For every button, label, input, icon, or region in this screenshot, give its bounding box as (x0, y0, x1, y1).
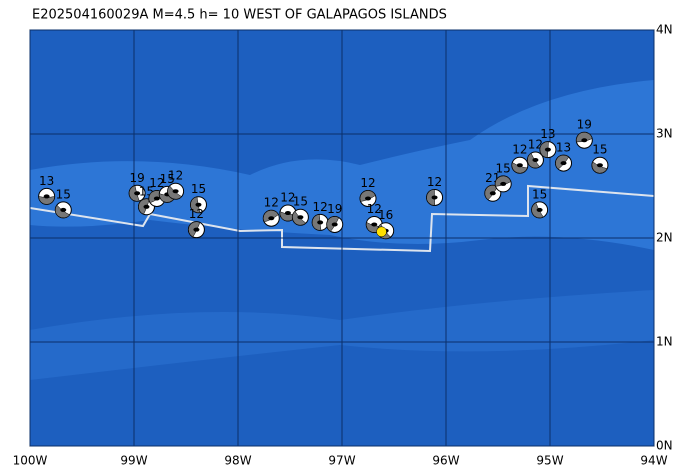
beachball-core (153, 196, 160, 201)
beachball-core (516, 163, 523, 168)
beachball-core (143, 204, 150, 209)
depth-label: 12 (528, 138, 543, 152)
beachball-compression (576, 132, 593, 143)
beachball-core (560, 161, 567, 166)
y-tick-label: 1N (656, 335, 673, 349)
focal-mechanism (494, 175, 512, 193)
depth-label: 12 (427, 175, 442, 189)
focal-mechanism (189, 196, 207, 214)
beachball-compression (494, 175, 512, 187)
depth-label: 12 (168, 169, 183, 183)
beachball-core (60, 207, 67, 212)
beachball-core (195, 202, 202, 207)
depth-label: 15 (496, 161, 511, 175)
focal-mechanism (54, 201, 72, 219)
y-tick-label: 0N (656, 439, 673, 453)
x-tick-label: 100W (13, 454, 48, 468)
depth-label: 16 (378, 208, 393, 222)
y-tick-label: 4N (656, 23, 673, 37)
depth-label: 19 (327, 202, 342, 216)
depth-label: 12 (512, 143, 527, 157)
depth-label: 13 (556, 141, 571, 155)
depth-label: 19 (577, 118, 592, 132)
beachball-core (172, 189, 179, 194)
beachball-core (431, 195, 438, 200)
focal-mechanism (426, 188, 444, 206)
depth-label: 12 (149, 176, 164, 190)
y-tick-label: 3N (656, 127, 673, 141)
beachball-core (489, 191, 496, 196)
focal-mechanism (526, 151, 544, 169)
beachball-compression (359, 190, 376, 202)
focal-mechanism (262, 209, 280, 227)
x-tick-label: 96W (432, 454, 459, 468)
focal-mechanism (291, 208, 309, 226)
focal-mechanism (326, 215, 344, 233)
map-title: E202504160029A M=4.5 h= 10 WEST OF GALAP… (32, 8, 447, 23)
focal-mechanism (591, 156, 609, 174)
depth-label: 12 (367, 202, 382, 216)
beachball-core (544, 147, 551, 152)
focal-mechanism (38, 187, 56, 205)
beachball-compression (190, 196, 201, 213)
depth-label: 12 (360, 176, 375, 190)
beachball-compression (591, 161, 608, 174)
depth-label: 13 (540, 127, 555, 141)
focal-mechanism (531, 201, 549, 219)
x-tick-label: 99W (120, 454, 147, 468)
beachball-core (532, 158, 539, 162)
focal-mechanism (511, 156, 529, 174)
focal-mechanism (555, 154, 573, 172)
beachball-compression (263, 210, 279, 223)
depth-label: 19 (129, 171, 144, 185)
depth-label: 12 (280, 191, 295, 205)
beachball-core (365, 196, 371, 201)
x-tick-label: 97W (328, 454, 355, 468)
beachball-core (500, 181, 507, 186)
focal-mechanism (311, 213, 329, 231)
depth-label: 12 (264, 196, 279, 210)
beachball-core (268, 216, 275, 221)
beachball-core (581, 138, 588, 143)
beachball-core (596, 163, 603, 168)
x-tick-label: 94W (640, 454, 667, 468)
beachball-core (317, 220, 324, 225)
beachball-core (134, 191, 141, 196)
beachball-compression (539, 141, 549, 158)
depth-label: 15 (191, 182, 206, 196)
depth-label: 15 (532, 187, 547, 201)
x-tick-label: 98W (224, 454, 251, 468)
beachball-core (193, 227, 200, 232)
focal-mechanism (539, 141, 557, 159)
y-tick-label: 2N (656, 231, 673, 245)
focal-mechanism (167, 182, 185, 200)
beachball-compression (426, 189, 435, 206)
beachball-compression (311, 214, 322, 231)
depth-label: 15 (56, 187, 71, 201)
beachball-core (43, 194, 50, 199)
depth-label: 12 (313, 200, 328, 214)
focal-mechanism (359, 189, 377, 207)
beachball-core (536, 207, 543, 212)
beachball-core (284, 211, 291, 216)
x-tick-label: 95W (536, 454, 563, 468)
depth-label: 15 (592, 143, 607, 157)
beachball-compression (511, 162, 528, 174)
beachball-core (331, 222, 338, 227)
beachball-core (297, 215, 304, 220)
beachball-core (371, 222, 378, 227)
depth-label: 15 (293, 195, 308, 209)
depth-label: 13 (39, 174, 54, 188)
focal-mechanism (575, 131, 593, 149)
plate-boundary (30, 184, 654, 253)
depth-label: 12 (189, 207, 204, 221)
focal-mechanism (128, 184, 146, 202)
depth-label: 15 (160, 172, 175, 186)
focal-mechanism (187, 221, 205, 239)
epicenter (376, 226, 387, 238)
